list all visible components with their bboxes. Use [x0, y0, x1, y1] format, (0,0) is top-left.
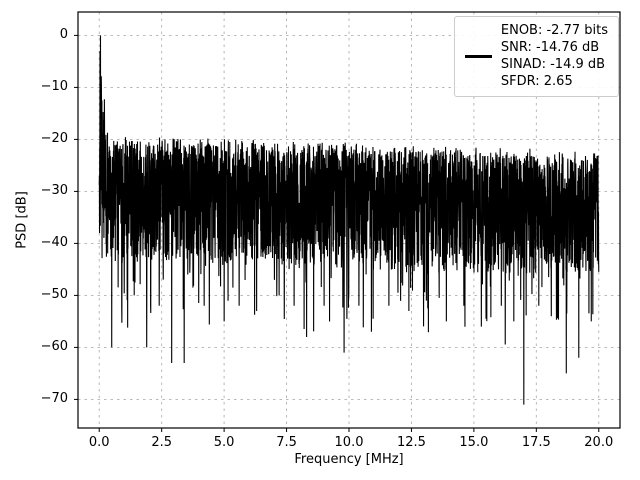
- x-tick-label: 15.0: [459, 435, 489, 450]
- legend-entry-sinad: SINAD: -14.9 dB: [500, 57, 606, 72]
- legend-entry-sfdr: SFDR: 2.65: [500, 74, 573, 89]
- x-tick-label: 2.5: [151, 435, 173, 450]
- x-tick-label: 0.0: [88, 435, 110, 450]
- y-tick-label: −70: [40, 391, 68, 407]
- y-tick-label: −50: [40, 287, 68, 303]
- y-tick-label: −10: [40, 79, 68, 95]
- legend-text-block: ENOB: -2.77 bits SNR: -14.76 dB SINAD: -…: [501, 22, 608, 90]
- x-tick-label: 12.5: [396, 435, 426, 450]
- y-tick-label: −40: [40, 235, 68, 251]
- legend-entry-snr: SNR: -14.76 dB: [500, 40, 600, 55]
- y-tick-label: −20: [40, 131, 68, 147]
- y-tick-label: 0: [59, 27, 68, 43]
- legend-entry-enob: ENOB: -2.77 bits: [500, 23, 608, 38]
- x-axis-label: Frequency [MHz]: [294, 452, 404, 467]
- y-axis-label: PSD [dB]: [14, 191, 30, 249]
- x-tick-label: 20.0: [584, 435, 614, 450]
- x-tick-label: 5.0: [213, 435, 235, 450]
- x-tick-label: 7.5: [276, 435, 297, 450]
- x-tick-label: 17.5: [521, 435, 551, 450]
- x-tick-label: 10.0: [334, 435, 364, 450]
- legend-line-sample: [464, 54, 492, 58]
- legend: ENOB: -2.77 bits SNR: -14.76 dB SINAD: -…: [453, 16, 619, 97]
- y-tick-label: −60: [40, 339, 68, 355]
- y-tick-label: −30: [40, 183, 68, 199]
